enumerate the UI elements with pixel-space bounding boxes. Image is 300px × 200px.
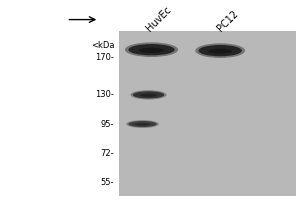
Ellipse shape <box>130 90 166 100</box>
Ellipse shape <box>126 120 159 128</box>
Text: 130-: 130- <box>95 90 114 99</box>
Text: 170-: 170- <box>95 53 114 62</box>
Ellipse shape <box>128 44 175 55</box>
Text: 55-: 55- <box>101 178 114 187</box>
Ellipse shape <box>199 45 242 56</box>
Ellipse shape <box>128 121 157 127</box>
Ellipse shape <box>195 43 245 58</box>
Ellipse shape <box>139 48 164 53</box>
Text: HuvEc: HuvEc <box>144 5 173 34</box>
Ellipse shape <box>208 49 232 54</box>
Ellipse shape <box>125 42 178 57</box>
Text: <kDa: <kDa <box>91 41 114 50</box>
FancyBboxPatch shape <box>118 31 296 196</box>
Ellipse shape <box>140 94 157 97</box>
Ellipse shape <box>133 91 164 98</box>
Text: PC12: PC12 <box>216 9 241 34</box>
Text: 72-: 72- <box>100 149 114 158</box>
Text: 95-: 95- <box>101 120 114 129</box>
Ellipse shape <box>135 123 150 126</box>
